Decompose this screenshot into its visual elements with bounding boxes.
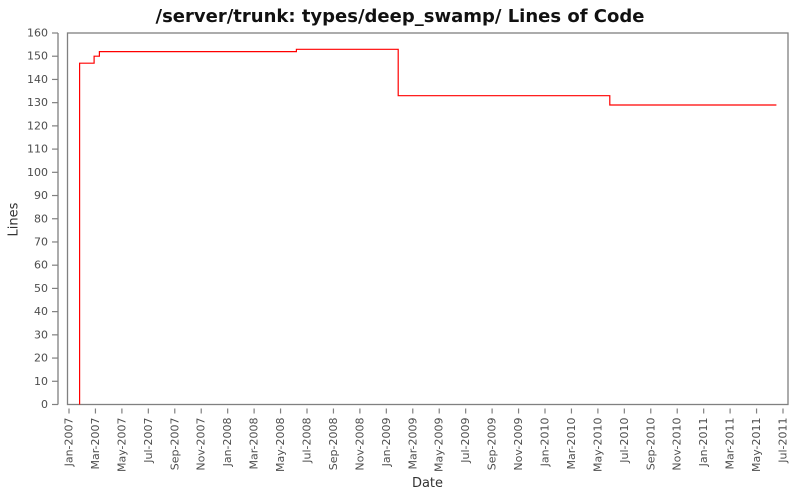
x-axis-label: Date [411, 476, 444, 491]
x-tick-label: Jul-2010 [618, 418, 631, 464]
x-tick-label: Mar-2011 [724, 418, 737, 470]
x-tick-label: May-2008 [274, 418, 287, 473]
y-tick-label: 80 [34, 212, 48, 225]
y-tick-label: 50 [34, 282, 48, 295]
x-tick-label: Jul-2008 [301, 418, 314, 464]
y-tick-label: 120 [27, 119, 48, 132]
y-tick-label: 160 [27, 27, 48, 40]
x-tick-label: Mar-2007 [89, 418, 102, 470]
x-tick-label: May-2009 [433, 418, 446, 473]
y-tick-label: 0 [41, 398, 48, 411]
x-tick-label: Sep-2009 [486, 418, 499, 471]
loc-series-line [79, 48, 777, 405]
x-tick-label: Jan-2009 [380, 418, 393, 468]
x-tick-label: May-2011 [750, 418, 763, 473]
chart-title: /server/trunk: types/deep_swamp/ Lines o… [155, 6, 645, 27]
x-tick-label: Sep-2008 [327, 418, 340, 471]
x-tick-label: May-2007 [115, 418, 128, 473]
y-tick-label: 40 [34, 305, 48, 318]
x-tick-label: May-2010 [591, 418, 604, 473]
y-tick-label: 70 [34, 235, 48, 248]
x-tick-label: Nov-2009 [512, 418, 525, 471]
plot-border [66, 32, 789, 406]
x-tick-label: Jan-2008 [221, 418, 234, 468]
y-tick-label: 20 [34, 352, 48, 365]
x-tick-label: Sep-2010 [644, 418, 657, 471]
x-tick-label: Nov-2008 [353, 418, 366, 471]
y-tick-label: 100 [27, 166, 48, 179]
y-tick-label: 60 [34, 259, 48, 272]
x-tick-label: Jul-2009 [459, 418, 472, 464]
x-tick-label: Jul-2007 [142, 418, 155, 464]
x-tick-label: Nov-2010 [671, 418, 684, 471]
y-tick-label: 140 [27, 73, 48, 86]
x-tick-label: Nov-2007 [195, 418, 208, 471]
x-tick-label: Jan-2011 [697, 418, 710, 468]
x-tick-label: Mar-2008 [248, 418, 261, 470]
x-tick-label: Jan-2010 [539, 418, 552, 468]
y-tick-label: 10 [34, 375, 48, 388]
y-tick-label: 130 [27, 96, 48, 109]
y-tick-label: 110 [27, 143, 48, 156]
x-tick-label: Jul-2011 [777, 418, 790, 464]
y-tick-label: 30 [34, 328, 48, 341]
x-tick-label: Mar-2010 [565, 418, 578, 470]
x-tick-label: Jan-2007 [63, 418, 76, 468]
x-tick-label: Mar-2009 [406, 418, 419, 470]
y-tick-label: 90 [34, 189, 48, 202]
x-tick-label: Sep-2007 [168, 418, 181, 471]
y-tick-label: 150 [27, 50, 48, 63]
